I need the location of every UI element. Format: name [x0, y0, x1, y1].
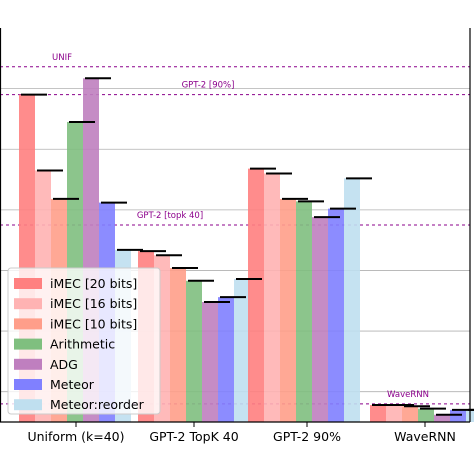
bar: [186, 280, 202, 422]
bar: [264, 173, 280, 422]
legend-label: Meteor: [50, 377, 95, 392]
error-caps: [21, 77, 474, 416]
legend-swatch: [14, 298, 42, 310]
legend-label: iMEC [20 bits]: [50, 276, 137, 291]
bar: [312, 217, 328, 422]
legend-label: iMEC [16 bits]: [50, 296, 137, 311]
x-tick-label: GPT-2 TopK 40: [149, 429, 238, 444]
bar: [370, 405, 386, 422]
bar: [434, 414, 450, 422]
legend-swatch: [14, 278, 42, 289]
legend-label: Arithmetic: [50, 337, 115, 352]
legend-label: ADG: [50, 357, 78, 372]
bar: [170, 268, 186, 422]
bar: [450, 409, 466, 422]
bar: [218, 297, 234, 422]
legend-box: [7, 267, 161, 415]
bar: [280, 198, 296, 422]
reference-label: GPT-2 [topk 40]: [137, 211, 203, 221]
bar: [202, 301, 218, 422]
legend-swatch: [14, 358, 42, 370]
legend-label: Meteor:reorder: [50, 397, 145, 412]
bar: [328, 208, 344, 422]
bar: [296, 201, 312, 422]
bar: [402, 406, 418, 422]
bar: [418, 408, 434, 422]
reference-label: UNIF: [52, 53, 72, 63]
legend-swatch: [14, 399, 42, 411]
legend-swatch: [14, 379, 42, 390]
x-tick-label: GPT-2 90%: [273, 429, 341, 444]
bar: [344, 178, 360, 422]
legend: iMEC [20 bits] iMEC [16 bits] iMEC [10 bit…: [7, 267, 161, 415]
reference-label: GPT-2 [90%]: [182, 81, 235, 91]
bar: [386, 405, 402, 422]
x-tick-label: WaveRNN: [394, 429, 456, 444]
x-tick-label: Uniform (k=40): [27, 429, 124, 444]
legend-swatch: [14, 318, 42, 330]
bar: [248, 168, 264, 422]
reference-label: WaveRNN: [387, 390, 429, 400]
axes: [0, 28, 471, 423]
bar: [234, 278, 250, 422]
legend-label: iMEC [10 bits]: [50, 316, 137, 331]
legend-swatch: [14, 338, 42, 350]
x-tick-labels: Uniform (k=40) GPT-2 TopK 40 GPT-2 90% Wave…: [27, 422, 456, 444]
